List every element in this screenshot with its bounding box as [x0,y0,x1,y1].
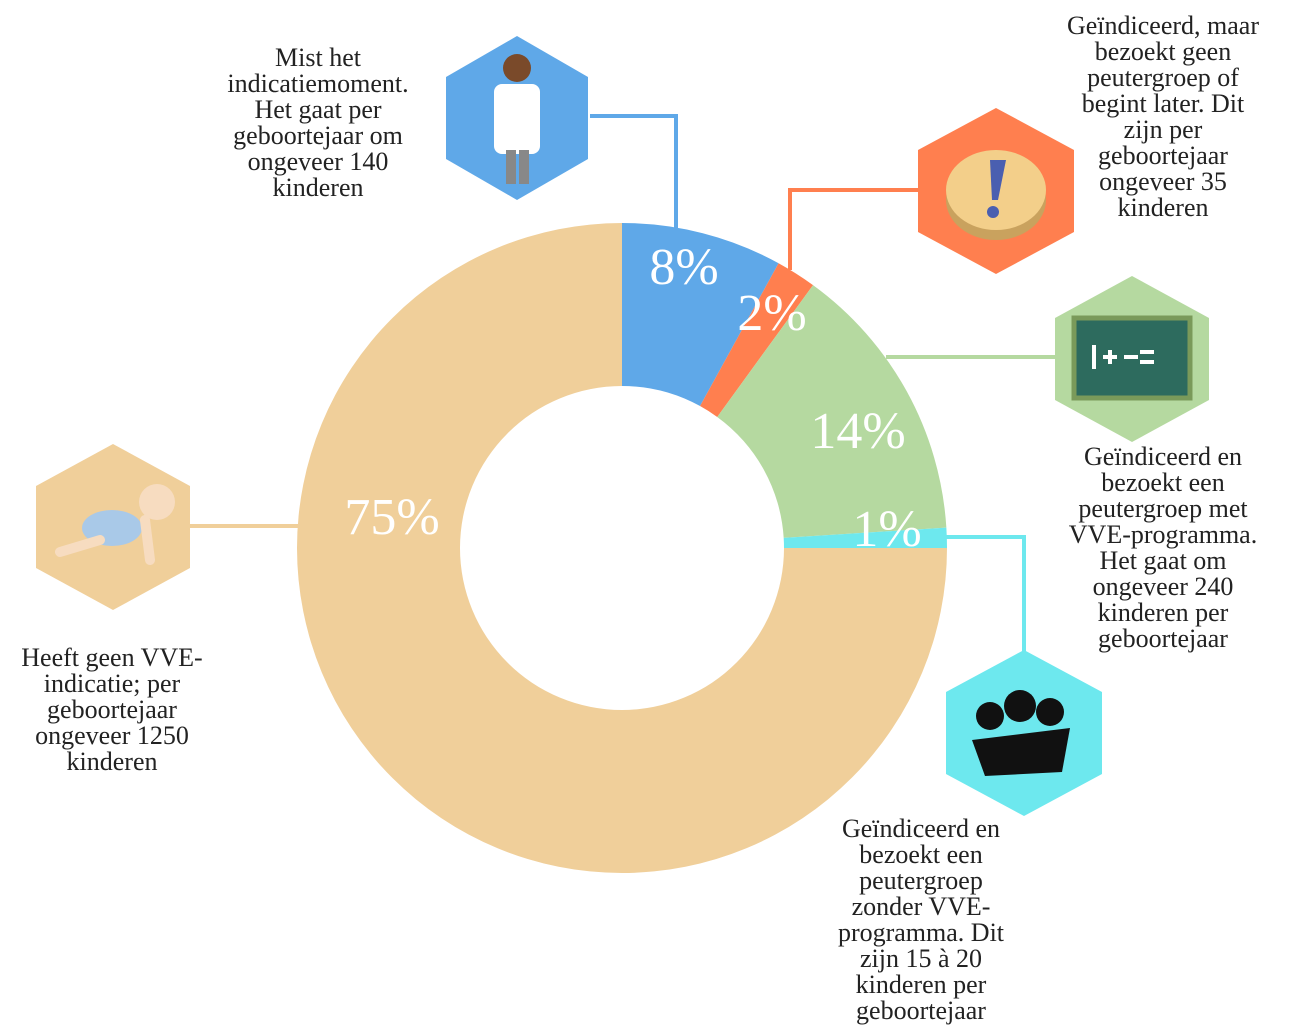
annotation-line: Het gaat per [254,95,381,124]
slice [622,223,779,407]
icon-blackboard [1055,276,1209,442]
slice [783,527,947,548]
annotation-line: peutergroep [859,866,983,895]
icon-children [946,650,1102,816]
icon-doctor [446,36,588,200]
annotation-line: kinderen [273,173,364,202]
annotation-line: bezoekt een [1101,468,1224,497]
value-label: 1% [852,501,921,558]
annotation-line: Geïndiceerd en [1084,442,1242,471]
annotation-line: Mist het [275,43,362,72]
value-label: 2% [737,285,806,342]
annotation-line: Geïndiceerd en [842,814,1000,843]
annotation-line: geboortejaar [47,695,177,724]
donut [297,223,947,873]
annotation-line: kinderen [67,747,158,776]
annotation-line: VVE-programma. [1069,520,1257,549]
slice [297,223,947,873]
annotation-line: geboortejaar om [233,121,403,150]
annotation-line: indicatiemoment. [227,69,408,98]
icon-baby [36,444,190,610]
annotation-line: indicatie; per [44,669,181,698]
annotation-line: ongeveer 240 [1093,572,1234,601]
annotation-line: ongeveer 1250 [35,721,189,750]
annotation-line: programma. Dit [838,918,1005,947]
slice [700,263,814,417]
annotation-line: kinderen per [1098,598,1229,627]
annotation-line: kinderen [1118,193,1209,222]
annotation-line: ongeveer 35 [1099,167,1227,196]
annotation-line: geboortejaar [1098,141,1228,170]
slice [717,285,947,538]
annotation-line: begint later. Dit [1082,89,1245,118]
annotation-line: zijn per [1124,115,1203,144]
connector [945,535,1026,652]
annotation-line: bezoekt een [859,840,982,869]
value-label: 14% [810,403,905,460]
annotation-line: peutergroep of [1087,63,1239,92]
annotation-line: bezoekt geen [1095,37,1231,66]
annotation-line: Geïndiceerd, maar [1067,11,1259,40]
annotation-line: geboortejaar [856,996,986,1025]
annotation-line: zonder VVE- [852,892,991,921]
annotation-line: kinderen per [856,970,987,999]
value-label: 75% [344,489,439,546]
annotation-line: Heeft geen VVE- [21,643,202,672]
connectors [190,114,1056,652]
icon-alert [918,108,1074,274]
annotation-line: ongeveer 140 [248,147,389,176]
annotation-line: geboortejaar [1098,624,1228,653]
annotation-line: peutergroep met [1078,494,1248,523]
annotation-line: zijn 15 à 20 [860,944,982,973]
connector [590,114,678,238]
connector [788,188,920,270]
value-label: 8% [649,239,718,296]
annotation-line: Het gaat om [1099,546,1226,575]
